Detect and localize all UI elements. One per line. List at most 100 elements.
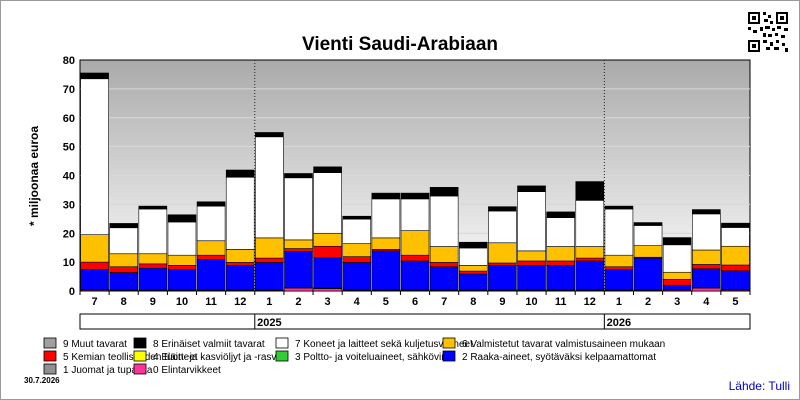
bar-segment	[488, 242, 517, 264]
chart-title: Vienti Saudi-Arabiaan	[302, 34, 498, 55]
bar-segment	[604, 269, 634, 291]
bar-segment	[284, 248, 313, 252]
bar-segment	[284, 173, 313, 179]
x-tick-label: 3	[674, 296, 680, 308]
legend-swatch	[43, 350, 57, 362]
bar-segment	[517, 185, 546, 192]
bar-segment	[633, 257, 663, 291]
bar-segment	[342, 262, 372, 291]
bar-segment	[284, 239, 313, 249]
bar-segment	[458, 265, 488, 272]
bar-segment	[429, 266, 459, 291]
year-band	[79, 313, 751, 330]
bar-segment	[575, 257, 605, 262]
legend-swatch	[43, 337, 57, 349]
y-tick-label: 70	[63, 84, 75, 96]
bar-segment	[255, 237, 284, 259]
x-tick-label: 11	[205, 296, 217, 308]
bar-segment	[255, 132, 284, 138]
legend-swatch	[275, 337, 289, 349]
y-axis-ticks: 0 10 20 30 40 50 60 70 80	[63, 55, 75, 298]
x-tick-label: 8	[470, 296, 476, 308]
bar-segment	[575, 200, 605, 247]
bar-segment	[692, 213, 721, 251]
bar-segment	[342, 243, 372, 257]
x-tick-label: 2	[295, 296, 301, 308]
bar-segment	[313, 245, 342, 259]
x-tick-label: 8	[121, 296, 127, 308]
bar-segment	[546, 246, 575, 262]
qr-code-icon	[748, 12, 788, 52]
bar-segment	[284, 251, 313, 288]
bar-segment	[721, 270, 750, 290]
year-label: 2026	[607, 317, 631, 329]
bar-segment	[458, 241, 488, 249]
bar-segment	[371, 198, 401, 239]
bar-segment	[138, 208, 168, 255]
legend-swatch	[133, 337, 147, 349]
bar-segment	[196, 240, 226, 256]
bar-segment	[167, 214, 197, 223]
bar-segment	[721, 264, 750, 272]
bar-segment	[721, 227, 750, 247]
bar-segment	[80, 234, 109, 263]
bar-segment	[255, 257, 284, 263]
bar-segment	[167, 265, 197, 270]
bar-segment	[138, 267, 168, 291]
bar-segment	[458, 273, 488, 291]
bar-segment	[400, 192, 430, 200]
x-tick-label: 10	[176, 296, 188, 308]
bar-segment	[225, 262, 255, 266]
bar-segment	[109, 253, 138, 268]
bar-segment	[138, 253, 168, 265]
legend-swatch	[275, 350, 289, 362]
bar-segment	[488, 210, 517, 244]
bar-segment	[633, 245, 663, 258]
x-tick-label: 12	[234, 296, 246, 308]
x-tick-label: 7	[92, 296, 98, 308]
bar-segment	[604, 208, 634, 256]
bar-segment	[517, 265, 546, 291]
bar-segment	[429, 246, 459, 263]
x-tick-label: 1	[616, 296, 622, 308]
legend-entry: 0 Elintarvikkeet	[153, 365, 221, 376]
bar-segment	[109, 266, 138, 273]
bar-segment	[313, 257, 342, 289]
bar-segment	[662, 279, 692, 286]
x-tick-label: 6	[412, 296, 418, 308]
bar-segment	[80, 78, 109, 235]
bar-segment	[692, 249, 721, 265]
y-tick-label: 0	[69, 286, 75, 298]
bar-segment	[517, 250, 546, 262]
legend-swatch	[133, 350, 147, 362]
bar-segment	[662, 244, 692, 273]
bar-segment	[721, 245, 750, 266]
x-tick-label: 3	[325, 296, 331, 308]
legend-entry: 1 Juomat ja tupakka	[63, 365, 153, 376]
x-axis-ticks: 7 8 9 10 11 12 1 2 3 4 5 6 7 8 9 10 11 12 1 2 3 4 5	[79, 291, 751, 308]
bar-segment	[604, 254, 634, 268]
bar-segment	[80, 261, 109, 270]
bar-segment	[284, 287, 313, 292]
x-tick-label: 5	[383, 296, 389, 308]
bar-segment	[138, 205, 168, 210]
bar-segment	[342, 215, 372, 220]
x-tick-label: 10	[525, 296, 537, 308]
y-tick-label: 30	[63, 199, 75, 211]
y-tick-label: 60	[63, 113, 75, 125]
x-tick-label: 11	[555, 296, 567, 308]
legend-swatch	[442, 337, 456, 349]
bar-segment	[80, 72, 109, 80]
bar-segment	[429, 195, 459, 247]
bar-segment	[196, 201, 226, 207]
stacked-bars	[80, 72, 750, 292]
bar-segment	[604, 266, 634, 270]
y-tick-label: 50	[63, 142, 75, 154]
bar-segment	[488, 262, 517, 266]
y-axis-label: * miljoonaa euroa	[27, 126, 41, 226]
bar-segment	[400, 230, 430, 256]
bar-segment	[284, 177, 313, 241]
bar-segment	[313, 166, 342, 173]
legend-swatch	[442, 350, 456, 362]
